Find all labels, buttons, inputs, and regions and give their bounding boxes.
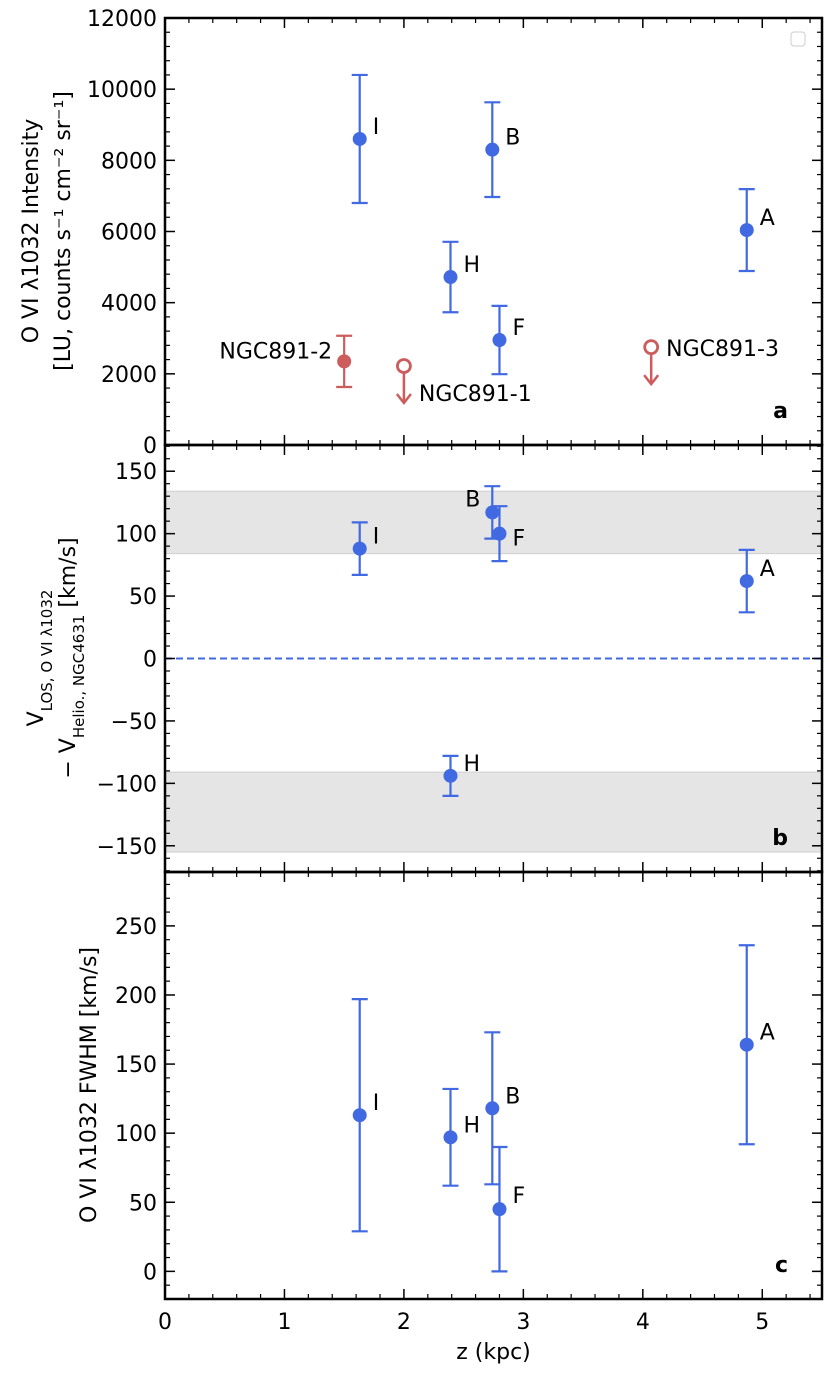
y-tick-label: 12000	[87, 7, 157, 32]
shaded-band	[164, 490, 823, 555]
panel-label: c	[775, 1253, 788, 1278]
x-tick-label: 1	[277, 1310, 291, 1335]
x-axis-label: z (kpc)	[456, 1340, 531, 1365]
point-label: A	[760, 557, 775, 582]
point-label: A	[760, 206, 775, 231]
y-axis-label: O VI λ1032 FWHM [km/s]	[77, 947, 102, 1223]
y-tick-label: 6000	[101, 221, 157, 246]
y-tick-label: 250	[115, 915, 157, 940]
subscript: Helio., NGC4631	[70, 615, 88, 739]
point-label: I	[373, 1091, 380, 1116]
point-label: H	[463, 1113, 480, 1138]
panel-label: a	[773, 399, 788, 424]
y-axis-label: O VI λ1032 Intensity	[19, 119, 44, 344]
y-tick-label: 4000	[101, 292, 157, 317]
label-part: V	[24, 711, 49, 726]
x-tick-label: 0	[158, 1310, 172, 1335]
plot-frame	[163, 870, 824, 1301]
x-tick-label: 5	[755, 1310, 769, 1335]
legend-box	[790, 31, 806, 47]
point-label: H	[463, 253, 480, 278]
upper-limit-marker	[643, 339, 660, 356]
limit-arrowhead	[643, 374, 660, 387]
point-label: I	[373, 525, 380, 550]
y-tick-label: 50	[129, 1191, 157, 1216]
marker	[492, 1202, 507, 1217]
y-tick-label: 100	[115, 1122, 157, 1147]
y-tick-label: 0	[143, 1260, 157, 1285]
panel-label: b	[772, 826, 788, 851]
point-label: B	[465, 487, 480, 512]
y-tick-label: 8000	[101, 149, 157, 174]
y-axis-label: [LU, counts s⁻¹ cm⁻² sr⁻¹]	[51, 91, 76, 371]
y-tick-label: −150	[97, 835, 157, 860]
y-tick-label: −50	[111, 710, 157, 735]
point-label: H	[463, 752, 480, 777]
marker	[739, 1037, 754, 1052]
point-label: B	[505, 126, 520, 151]
y-axis-label: VLOS, O VI λ1032	[24, 590, 56, 727]
y-tick-label: 150	[115, 460, 157, 485]
y-tick-label: 0	[143, 648, 157, 673]
y-tick-label: 100	[115, 523, 157, 548]
y-tick-label: 10000	[87, 78, 157, 103]
y-tick-label: 0	[143, 434, 157, 459]
y-tick-label: 200	[115, 984, 157, 1009]
label-part: O VI λ1032 FWHM [km/s]	[77, 947, 102, 1223]
point-label: I	[373, 115, 380, 140]
marker	[352, 541, 367, 556]
point-label: B	[505, 1084, 520, 1109]
x-tick-label: 2	[397, 1310, 411, 1335]
label-part: O VI λ1032 Intensity	[19, 119, 44, 344]
y-tick-label: −100	[97, 772, 157, 797]
point-label: NGC891-2	[219, 339, 332, 364]
y-tick-label: 150	[115, 1053, 157, 1078]
plot-frame	[163, 16, 824, 447]
marker	[485, 1101, 500, 1116]
point-label: A	[760, 1021, 775, 1046]
marker	[739, 223, 754, 238]
label-part: [LU, counts s⁻¹ cm⁻² sr⁻¹]	[51, 91, 76, 371]
upper-limit-marker	[396, 358, 412, 374]
marker	[492, 526, 507, 541]
point-label: F	[512, 1184, 525, 1209]
label-part: − V	[56, 738, 81, 778]
point-label: F	[512, 527, 525, 552]
marker	[443, 1130, 458, 1145]
shaded-band	[164, 771, 823, 853]
marker	[352, 1108, 367, 1123]
marker	[492, 333, 507, 348]
y-axis-label: − VHelio., NGC4631 [km/s]	[56, 537, 88, 778]
limit-arrowhead	[395, 393, 412, 406]
x-tick-label: 4	[636, 1310, 650, 1335]
marker	[352, 131, 367, 146]
marker	[485, 142, 500, 157]
point-label: NGC891-3	[666, 337, 779, 362]
label-part: [km/s]	[56, 537, 81, 614]
point-label: F	[512, 316, 525, 341]
point-label: NGC891-1	[419, 382, 532, 407]
marker	[739, 574, 754, 589]
marker	[485, 505, 500, 520]
marker	[443, 270, 458, 285]
y-tick-label: 50	[129, 585, 157, 610]
marker	[443, 768, 458, 783]
subscript: LOS, O VI λ1032	[38, 590, 56, 712]
marker	[337, 354, 352, 369]
x-tick-label: 3	[516, 1310, 530, 1335]
y-tick-label: 2000	[101, 363, 157, 388]
